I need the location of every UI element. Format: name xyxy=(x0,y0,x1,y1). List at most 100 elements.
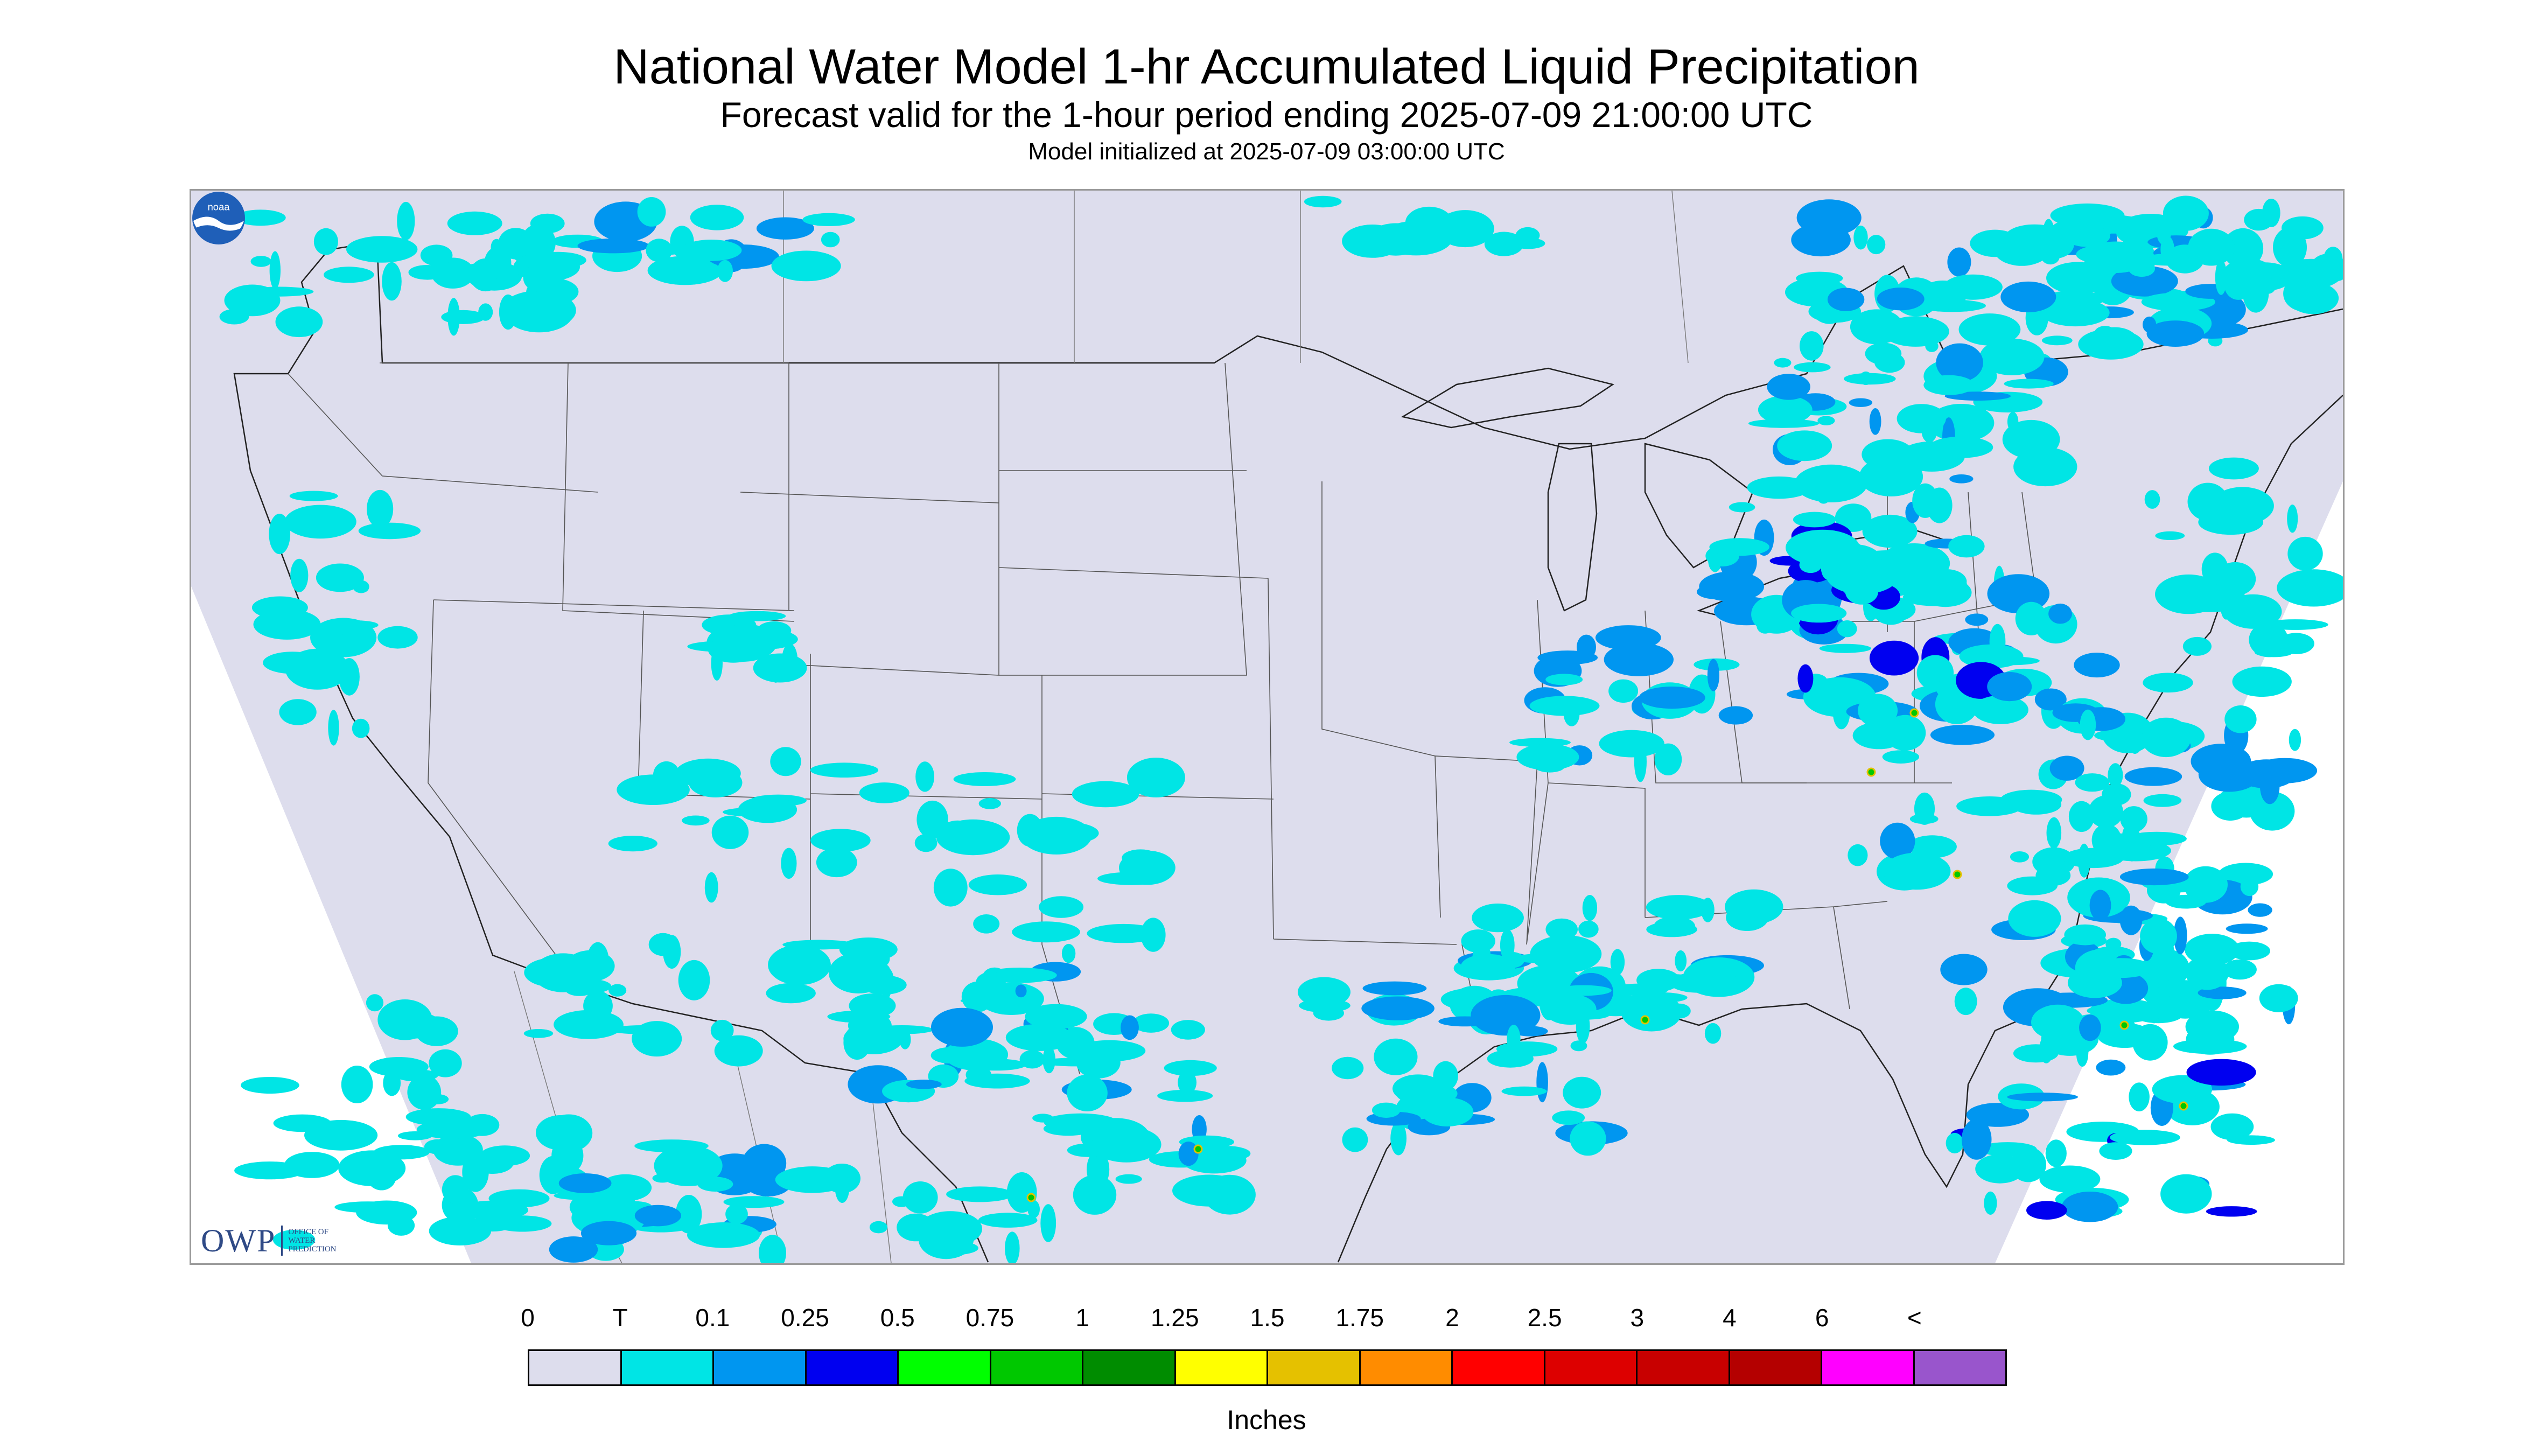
precip-cell xyxy=(1844,373,1896,385)
precip-cell xyxy=(816,848,857,878)
precip-cell xyxy=(2049,755,2084,781)
precip-cell xyxy=(397,201,415,241)
precip-cell xyxy=(2119,868,2189,886)
precip-cell xyxy=(2079,1014,2101,1041)
precip-cell xyxy=(2011,794,2062,815)
precip-cell xyxy=(2164,206,2183,218)
precip-cell xyxy=(340,631,367,649)
precip-cell xyxy=(1819,643,1871,653)
precip-cell xyxy=(1709,538,1769,556)
precip-core xyxy=(1953,870,1962,879)
precip-cell xyxy=(1537,650,1598,665)
precip-cell xyxy=(407,1075,442,1110)
precip-cell xyxy=(717,260,733,282)
owp-logo-subtext: OFFICE OF WATER PREDICTION xyxy=(288,1228,336,1254)
precip-cell xyxy=(2007,876,2058,895)
precip-cell xyxy=(723,807,787,817)
precip-cell xyxy=(245,286,314,297)
precip-cell xyxy=(1132,1013,1170,1033)
precip-cell xyxy=(810,829,871,852)
precip-cell xyxy=(2032,847,2075,877)
precip-cell xyxy=(2129,1082,2150,1111)
precip-cell xyxy=(1880,822,1915,859)
precip-cell xyxy=(1304,195,1342,208)
precip-cell xyxy=(1725,889,1783,925)
precip-cell xyxy=(2173,916,2187,955)
precip-cell xyxy=(1914,792,1935,825)
precip-cell xyxy=(899,1030,911,1049)
precip-cell xyxy=(2075,773,2110,792)
precip-cell xyxy=(2287,282,2339,314)
precip-cell xyxy=(2126,724,2143,754)
precip-cell xyxy=(2211,792,2250,821)
precip-cell xyxy=(356,237,391,260)
precip-cell xyxy=(1835,503,1872,532)
precip-cell xyxy=(420,244,453,266)
precip-cell xyxy=(448,1207,472,1242)
precip-cell xyxy=(1849,398,1873,407)
precip-cell xyxy=(723,1196,785,1208)
precip-cell xyxy=(1961,1119,1992,1160)
precip-cell xyxy=(1946,1132,1964,1154)
precip-cell xyxy=(617,774,690,805)
precip-cell xyxy=(768,944,831,985)
precip-cell xyxy=(1545,674,1583,685)
precip-cell xyxy=(313,228,338,255)
precip-cell xyxy=(637,197,666,227)
precip-cell xyxy=(689,768,743,797)
precip-cell xyxy=(1816,489,1831,504)
precip-cell xyxy=(2141,254,2195,266)
precip-cell xyxy=(328,710,339,746)
precip-cell xyxy=(1704,1023,1722,1044)
precip-cell xyxy=(1140,918,1166,952)
precip-cell xyxy=(675,1195,702,1234)
precip-cell xyxy=(493,1215,552,1232)
precip-core xyxy=(1193,1144,1203,1154)
precip-cell xyxy=(835,1171,850,1203)
precip-cell xyxy=(1536,1062,1548,1103)
precip-cell xyxy=(405,1108,471,1126)
precip-cell xyxy=(2152,1075,2213,1104)
precip-cell xyxy=(551,1137,584,1174)
precip-cell xyxy=(681,240,742,261)
precip-cell xyxy=(1817,416,1835,425)
precip-cell xyxy=(2089,890,2111,921)
precip-cell xyxy=(1800,331,1824,361)
precipitation-map: OWP OFFICE OF WATER PREDICTION noaa xyxy=(190,189,2345,1265)
precip-cell xyxy=(869,1221,888,1234)
precip-cell xyxy=(1610,949,1625,975)
precip-cell xyxy=(1965,613,1989,626)
precip-cell xyxy=(1044,1113,1118,1131)
precip-cell xyxy=(2094,730,2137,741)
precip-cell xyxy=(377,626,418,649)
precip-cell xyxy=(802,213,855,226)
legend-tick-label: T xyxy=(612,1304,628,1332)
legend-swatch xyxy=(899,1351,991,1384)
precip-cell xyxy=(1639,687,1705,709)
precip-cell xyxy=(1862,514,1918,548)
precip-cell xyxy=(1172,1174,1247,1207)
precip-cell xyxy=(275,306,323,338)
legend-tick-label: 0.75 xyxy=(965,1304,1014,1332)
precip-cell xyxy=(930,1047,969,1064)
precip-cell xyxy=(608,984,627,997)
owp-logo-text: OWP xyxy=(201,1222,276,1258)
precip-cell xyxy=(1859,457,1923,496)
legend-tick-labels: 0 T 0.1 0.25 0.5 0.75 1 1.25 1.5 1.75 2 2.5 3 4 6 < xyxy=(521,1303,2007,1335)
precip-cell xyxy=(1954,988,1977,1016)
precip-cell xyxy=(965,1066,992,1083)
precip-cell xyxy=(978,798,1002,809)
precip-core xyxy=(1866,767,1876,777)
legend-swatch xyxy=(1360,1351,1453,1384)
legend-tick-label: 1.5 xyxy=(1250,1304,1285,1332)
precip-cell xyxy=(1718,706,1753,725)
precip-cell xyxy=(241,1077,299,1094)
precip-cell xyxy=(447,298,460,336)
precip-cell xyxy=(711,815,749,849)
precip-cell xyxy=(1039,896,1084,918)
precip-cell xyxy=(2068,801,2095,832)
legend-swatch xyxy=(991,1351,1083,1384)
precip-cell xyxy=(2015,601,2047,635)
precip-cell xyxy=(1126,758,1185,797)
precip-cell xyxy=(2008,900,2061,937)
